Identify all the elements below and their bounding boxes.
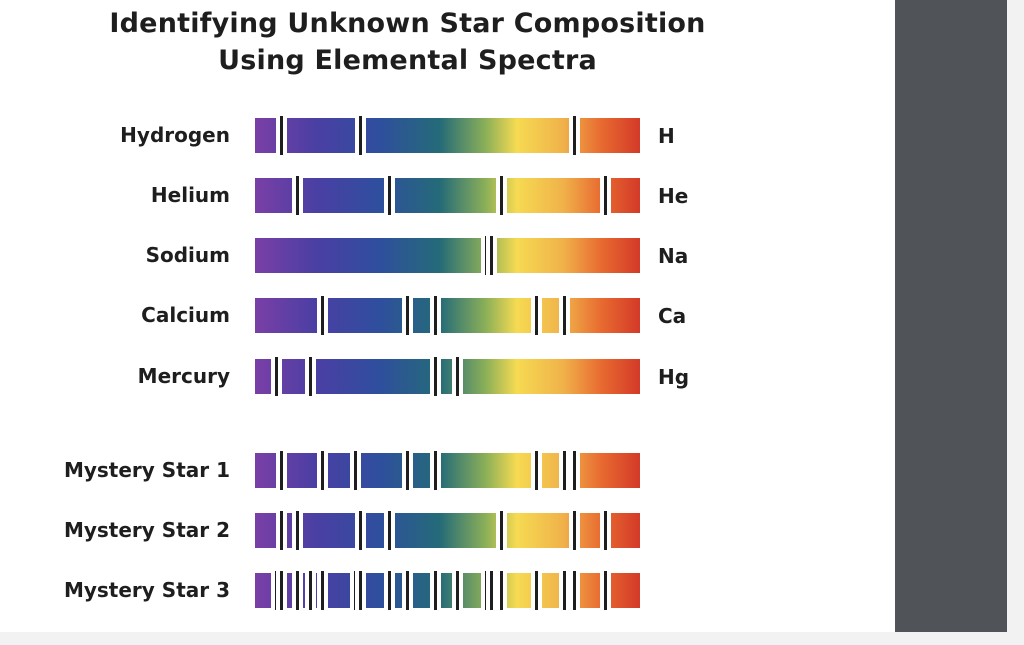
spectral-line <box>291 176 303 215</box>
spectral-line <box>305 571 317 610</box>
spectral-line <box>451 571 463 610</box>
spectral-line <box>430 571 442 610</box>
spectral-line <box>495 511 507 550</box>
spectral-line <box>276 511 288 550</box>
spectral-line <box>599 511 611 550</box>
spectral-line <box>569 511 581 550</box>
spectral-line <box>355 511 367 550</box>
spectral-line <box>451 357 463 396</box>
spectral-line <box>599 176 611 215</box>
element-symbol-calcium: Ca <box>658 304 687 328</box>
spectrum-mercury <box>255 357 640 396</box>
spectral-line <box>276 116 288 155</box>
element-symbol-sodium: Na <box>658 244 689 268</box>
element-symbol-mercury: Hg <box>658 365 690 389</box>
spectral-line <box>559 296 571 335</box>
spectral-line <box>599 571 611 610</box>
spectral-line <box>559 571 571 610</box>
spectral-line <box>384 176 396 215</box>
spectral-line <box>401 571 413 610</box>
spectral-line <box>384 511 396 550</box>
spectral-line <box>305 357 317 396</box>
element-symbol-hydrogen: H <box>658 124 675 148</box>
spectrum-helium <box>255 176 640 215</box>
spectral-line <box>291 571 303 610</box>
spectral-line <box>276 571 288 610</box>
star-name-1: Mystery Star 1 <box>63 458 230 482</box>
spectral-line <box>384 571 396 610</box>
element-name-hydrogen: Hydrogen <box>120 123 230 147</box>
spectral-line <box>276 451 288 490</box>
element-symbol-helium: He <box>658 184 689 208</box>
spectral-line <box>530 571 542 610</box>
spectral-line <box>530 451 542 490</box>
spectral-line <box>495 176 507 215</box>
element-name-mercury: Mercury <box>137 364 230 388</box>
title-line-2: Using Elemental Spectra <box>218 45 597 76</box>
spectral-line <box>316 296 328 335</box>
spectrum-hydrogen <box>255 116 640 155</box>
title-line-1: Identifying Unknown Star Composition <box>109 8 706 39</box>
spectral-line <box>291 511 303 550</box>
spectral-line <box>401 296 413 335</box>
right-edge-margin <box>1007 0 1024 645</box>
spectrum-sodium <box>255 236 640 275</box>
element-name-helium: Helium <box>150 183 230 207</box>
spectral-line <box>530 296 542 335</box>
spectral-line <box>559 451 571 490</box>
spectral-line <box>569 571 581 610</box>
spectral-line <box>495 571 507 610</box>
bottom-edge-margin <box>0 632 1024 645</box>
spectral-line <box>270 357 282 396</box>
spectrum-mystery-star-2 <box>255 511 640 550</box>
spectral-line <box>316 571 328 610</box>
spectral-line <box>401 451 413 490</box>
diagram-canvas: Identifying Unknown Star Composition Usi… <box>0 0 895 632</box>
spectral-line <box>355 571 367 610</box>
spectral-line <box>430 451 442 490</box>
right-side-panel <box>895 0 1007 632</box>
spectral-line <box>430 296 442 335</box>
spectral-line <box>349 451 361 490</box>
spectrum-calcium <box>255 296 640 335</box>
star-name-2: Mystery Star 2 <box>63 518 230 542</box>
spectral-line <box>430 357 442 396</box>
spectral-line <box>569 116 581 155</box>
spectrum-mystery-star-3 <box>255 571 640 610</box>
spectral-line <box>486 236 498 275</box>
element-name-calcium: Calcium <box>141 303 230 327</box>
element-name-sodium: Sodium <box>145 243 230 267</box>
spectrum-mystery-star-1 <box>255 451 640 490</box>
spectral-line <box>486 571 498 610</box>
star-name-3: Mystery Star 3 <box>63 578 230 602</box>
spectral-line <box>569 451 581 490</box>
spectral-line <box>316 451 328 490</box>
spectral-line <box>355 116 367 155</box>
